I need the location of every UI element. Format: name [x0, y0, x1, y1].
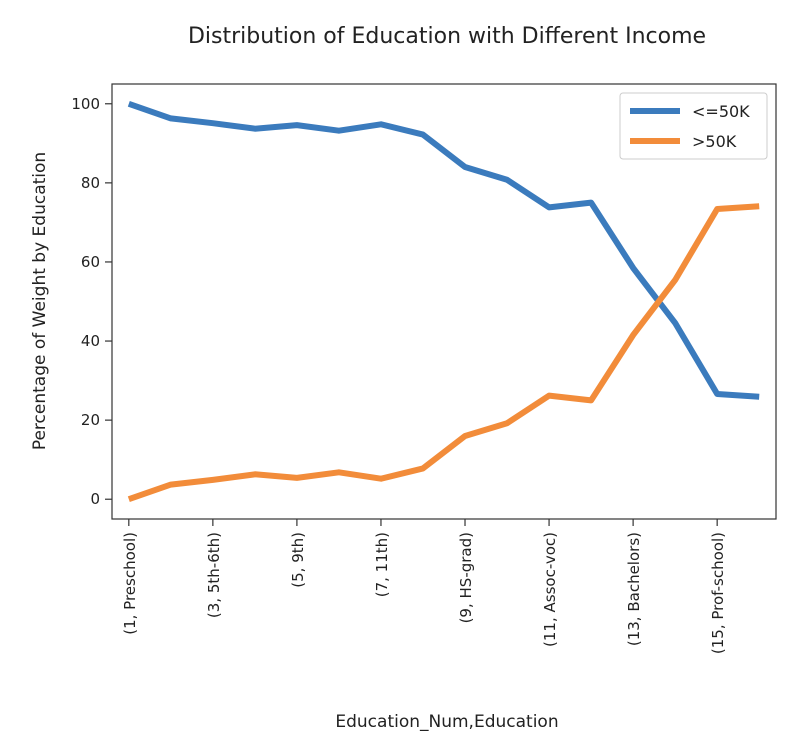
x-tick-label: (15, Prof-school) [709, 532, 727, 654]
x-tick-label: (3, 5th-6th) [205, 532, 223, 618]
series-line-le50k [127, 100, 760, 400]
y-tick-label: 40 [81, 332, 100, 350]
legend-label-gt50k: >50K [692, 132, 737, 151]
y-tick-label: 20 [81, 411, 100, 429]
x-tick-label: (11, Assoc-voc) [541, 532, 559, 647]
x-tick-label: (7, 11th) [373, 532, 391, 597]
x-tick-label: (5, 9th) [289, 532, 307, 588]
chart-title: Distribution of Education with Different… [188, 24, 706, 49]
x-axis-label: Education_Num,Education [335, 712, 558, 732]
x-tick-label: (9, HS-grad) [457, 532, 475, 623]
y-tick-label: 60 [81, 253, 100, 271]
y-tick-label: 80 [81, 174, 100, 192]
series-line-gt50k [127, 203, 760, 503]
y-tick-label: 0 [90, 490, 100, 508]
legend-label-le50k: <=50K [692, 102, 750, 121]
x-axis: (1, Preschool) (3, 5th-6th) (5, 9th) (7, 11… [121, 519, 727, 654]
plot-frame [111, 83, 777, 520]
legend: <=50K >50K [619, 92, 768, 160]
y-axis-label: Percentage of Weight by Education [30, 152, 50, 450]
y-axis: 0 20 40 60 80 100 [71, 95, 112, 508]
series-lines [127, 100, 760, 503]
y-tick-label: 100 [71, 95, 100, 113]
x-tick-label: (13, Bachelors) [625, 532, 643, 646]
x-tick-label: (1, Preschool) [121, 532, 139, 635]
